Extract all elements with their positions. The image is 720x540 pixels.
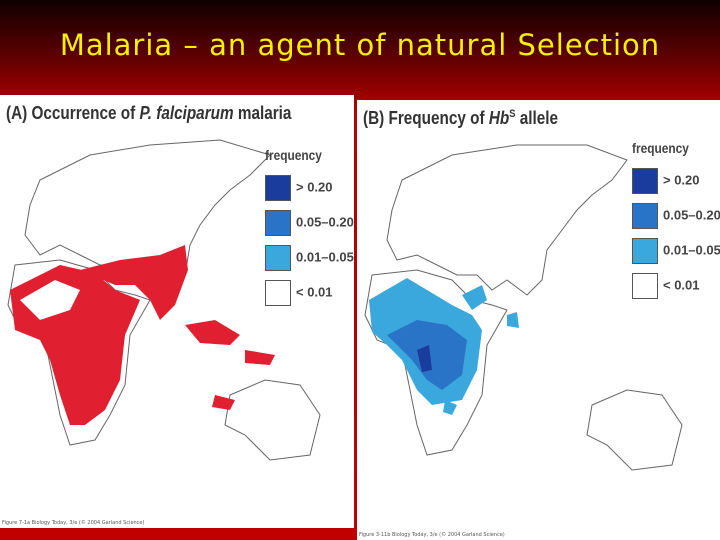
map-hbs-dark bbox=[417, 345, 432, 372]
heading-text: allele bbox=[515, 108, 558, 128]
legend-item: < 0.01 bbox=[265, 280, 333, 306]
legend-label: < 0.01 bbox=[663, 277, 700, 293]
panel-b: (B) Frequency of HbS allele frequency > … bbox=[357, 100, 720, 540]
map-australia bbox=[224, 379, 321, 461]
credit: Figure 7-1a Biology Today, 3/e (© 2004 G… bbox=[2, 520, 145, 526]
map-eurasia bbox=[386, 144, 628, 296]
legend-item: 0.01–0.05 bbox=[632, 238, 720, 264]
legend-item: 0.05–0.20 bbox=[265, 210, 354, 236]
legend-label: 0.01–0.05 bbox=[296, 249, 354, 265]
legend-item: > 0.20 bbox=[632, 168, 700, 194]
map-australia bbox=[586, 389, 683, 471]
legend-label: < 0.01 bbox=[296, 284, 333, 300]
legend-item: 0.01–0.05 bbox=[265, 245, 354, 271]
heading-italic: P. falciparum bbox=[139, 103, 234, 123]
map-malaria-asia bbox=[80, 245, 188, 320]
map-malaria-islands bbox=[185, 320, 275, 410]
legend-title: frequency bbox=[632, 140, 689, 156]
map-b bbox=[364, 144, 683, 471]
map-sahara bbox=[20, 280, 80, 320]
legend-item: > 0.20 bbox=[265, 175, 333, 201]
heading-superscript: S bbox=[509, 108, 516, 120]
heading-text: (A) Occurrence of bbox=[6, 103, 140, 123]
legend-title: frequency bbox=[265, 147, 322, 163]
panel-heading: (A) Occurrence of P. falciparum malaria bbox=[6, 103, 291, 124]
legend-label: 0.05–0.20 bbox=[663, 207, 720, 223]
legend-item: < 0.01 bbox=[632, 273, 700, 299]
heading-text: (B) Frequency of bbox=[363, 108, 489, 128]
panel-a: (A) Occurrence of P. falciparum malaria … bbox=[0, 95, 354, 528]
credit: Figure 3-11b Biology Today, 3/e (© 2004 … bbox=[359, 532, 505, 538]
panel-heading: (B) Frequency of HbS allele bbox=[363, 108, 558, 129]
heading-text: malaria bbox=[233, 103, 292, 123]
legend-label: 0.05–0.20 bbox=[296, 214, 354, 230]
legend-label: > 0.20 bbox=[296, 179, 333, 195]
legend-item: 0.05–0.20 bbox=[632, 203, 720, 229]
legend-label: 0.01–0.05 bbox=[663, 242, 720, 258]
slide-title: Malaria – an agent of natural Selection bbox=[59, 28, 661, 62]
map-a bbox=[7, 139, 321, 461]
heading-italic: Hb bbox=[488, 108, 510, 128]
legend-label: > 0.20 bbox=[663, 172, 700, 188]
